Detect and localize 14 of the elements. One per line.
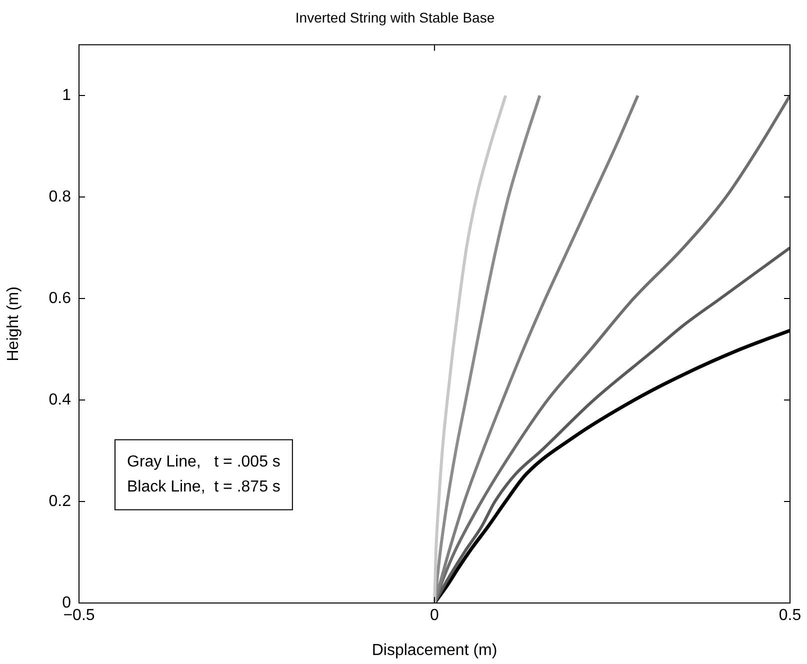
x-tick-label: 0.5 xyxy=(778,607,802,624)
y-tick-label: 0.4 xyxy=(48,391,72,408)
annotation: Black Line, t = .875 s xyxy=(127,478,280,496)
y-axis-title: Height (m) xyxy=(5,286,22,362)
y-tick-label: 1 xyxy=(62,86,72,104)
x-tick-label: 0 xyxy=(430,607,440,624)
y-tick-label: 0.6 xyxy=(48,290,72,307)
chart-title: Inverted String with Stable Base xyxy=(295,9,495,26)
line-series xyxy=(433,94,508,603)
y-tick-label: 0.2 xyxy=(48,492,72,510)
y-tick-label: 0.8 xyxy=(48,188,72,206)
x-axis-title: Displacement (m) xyxy=(372,642,498,659)
annotation: Gray Line, t = .005 s xyxy=(127,454,280,471)
line-series xyxy=(433,94,640,603)
